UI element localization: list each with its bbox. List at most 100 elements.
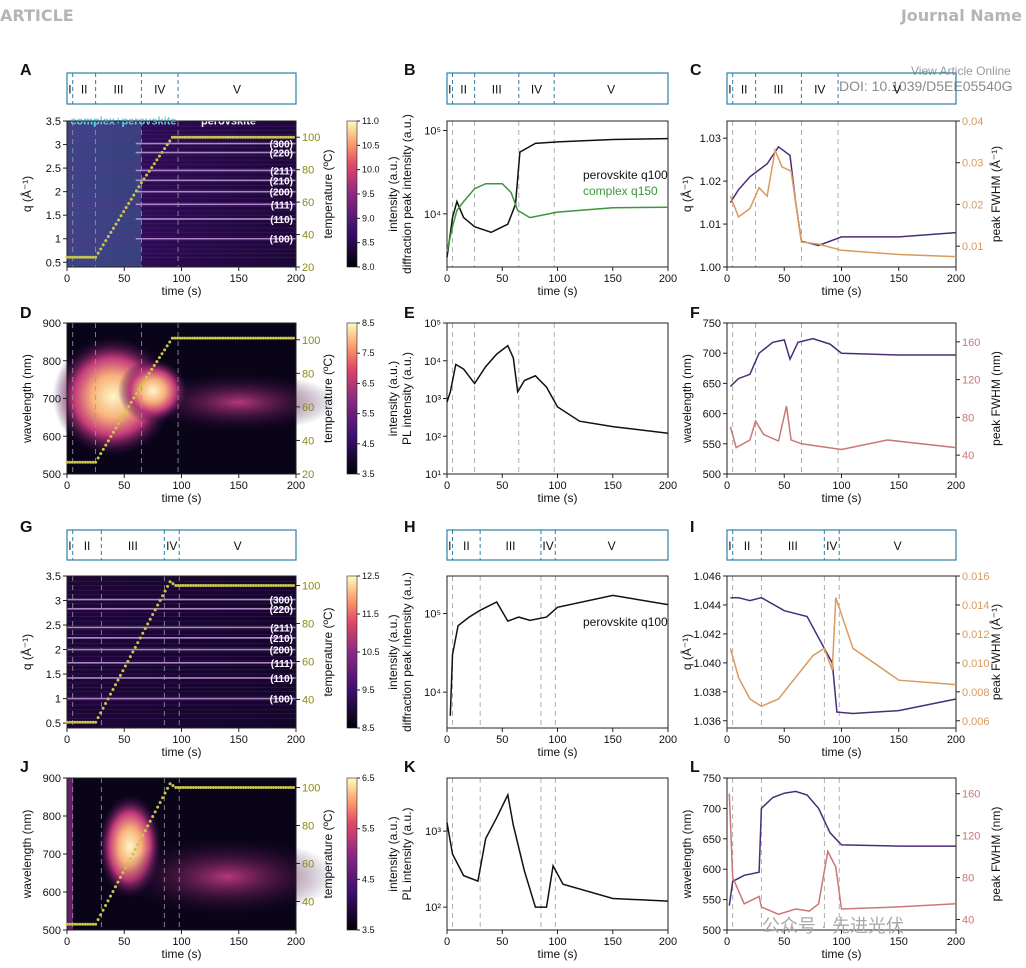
temperature-point bbox=[226, 336, 230, 340]
peak-label: (200) bbox=[270, 188, 293, 199]
temperature-point bbox=[109, 894, 113, 898]
temperature-point bbox=[170, 336, 174, 340]
y-tick-label: 10⁵ bbox=[424, 318, 441, 330]
x-tick-label: 0 bbox=[724, 480, 730, 492]
temperature-point bbox=[94, 922, 98, 926]
temperature-point bbox=[136, 843, 140, 847]
x-tick-label: 150 bbox=[890, 273, 908, 285]
temperature-point bbox=[163, 589, 167, 593]
temperature-point bbox=[196, 584, 200, 587]
temperature-point bbox=[211, 584, 215, 587]
temperature-point bbox=[189, 786, 193, 789]
temperature-point bbox=[236, 135, 240, 139]
x-tick-label: 50 bbox=[496, 273, 508, 285]
temperature-point bbox=[146, 824, 150, 828]
panel-G: GI II III IV V(300)(220)(211)(210)(200)(111)… bbox=[19, 519, 400, 759]
temperature-point bbox=[234, 584, 238, 587]
panel-label: K bbox=[404, 759, 416, 776]
temperature-point bbox=[73, 460, 77, 464]
series-line-0 bbox=[729, 145, 957, 247]
temperature-point bbox=[291, 336, 295, 340]
temperature-point bbox=[124, 409, 128, 413]
x-tick-label: 100 bbox=[832, 936, 850, 948]
temperature-point bbox=[88, 720, 92, 724]
peak-label: (211) bbox=[270, 166, 293, 177]
x-axis-label: time (s) bbox=[162, 491, 202, 505]
temperature-point bbox=[241, 135, 245, 139]
temperature-point bbox=[134, 392, 138, 396]
series-line-1 bbox=[446, 182, 669, 252]
y2-tick-label: 40 bbox=[302, 897, 314, 909]
temperature-point bbox=[213, 336, 217, 340]
y-tick-label: 10² bbox=[425, 431, 441, 443]
y2-tick-label: 120 bbox=[962, 831, 980, 843]
temperature-point bbox=[139, 383, 143, 387]
temperature-point bbox=[106, 439, 110, 443]
series-line-0 bbox=[728, 790, 956, 906]
temperature-point bbox=[70, 460, 74, 464]
y-tick-label: 10⁴ bbox=[424, 687, 441, 699]
y2-tick-label: 40 bbox=[302, 435, 314, 447]
temperature-point bbox=[239, 584, 243, 587]
y-tick-label: 1.042 bbox=[693, 629, 721, 641]
temperature-point bbox=[289, 336, 293, 340]
temperature-point bbox=[184, 584, 188, 587]
temperature-point bbox=[224, 786, 228, 789]
temperature-point bbox=[276, 584, 280, 587]
doi-link[interactable]: DOI: 10.1039/D5EE05540G bbox=[839, 78, 1013, 94]
temperature-point bbox=[126, 659, 130, 663]
temperature-point bbox=[175, 135, 179, 139]
phase-label: IV bbox=[542, 539, 553, 553]
temperature-point bbox=[88, 255, 92, 259]
temperature-point bbox=[129, 400, 133, 404]
legend-entry: perovskite q100 bbox=[583, 615, 668, 629]
temperature-point bbox=[218, 336, 222, 340]
x-tick-label: 200 bbox=[659, 480, 677, 492]
temperature-point bbox=[88, 460, 92, 464]
phase-bar-frame-B bbox=[446, 72, 669, 105]
temperature-point bbox=[111, 430, 115, 434]
series-line-1 bbox=[729, 405, 957, 451]
view-article-online-link[interactable]: View Article Online bbox=[911, 64, 1011, 78]
temperature-point bbox=[256, 786, 260, 789]
y2-axis-label: temperature (ºC) bbox=[321, 354, 335, 443]
temperature-point bbox=[128, 857, 132, 861]
colorbar-tick-label: 6.5 bbox=[362, 378, 375, 388]
y2-axis-label: peak FWHM (nm) bbox=[989, 807, 1003, 902]
temperature-point bbox=[129, 197, 133, 201]
temperature-point bbox=[91, 460, 95, 464]
colorbar-tick-label: 5.5 bbox=[362, 824, 375, 834]
peak-label: (100) bbox=[270, 235, 293, 246]
temperature-point bbox=[78, 720, 82, 724]
pl-emission-band bbox=[117, 836, 338, 917]
temperature-point bbox=[231, 584, 235, 587]
phase-label: IV bbox=[531, 83, 542, 97]
phase-label: V bbox=[608, 539, 616, 553]
temperature-point bbox=[274, 135, 278, 139]
x-tick-label: 200 bbox=[947, 936, 965, 948]
temperature-point bbox=[221, 336, 225, 340]
colorbar-tick-label: 4.5 bbox=[362, 439, 375, 449]
temperature-point bbox=[118, 875, 122, 879]
y2-tick-label: 20 bbox=[302, 469, 314, 481]
temperature-point bbox=[213, 135, 217, 139]
plot-frame-C bbox=[726, 120, 957, 268]
temperature-point bbox=[75, 255, 79, 259]
peak-label: (200) bbox=[270, 646, 293, 657]
y2-tick-label: 40 bbox=[962, 450, 974, 462]
y-tick-label: 1.038 bbox=[693, 687, 721, 699]
temperature-point bbox=[186, 786, 190, 789]
pl-emission-blob bbox=[117, 358, 188, 423]
temperature-point bbox=[86, 255, 90, 259]
temperature-point bbox=[274, 584, 278, 587]
y2-tick-label: 60 bbox=[302, 197, 314, 209]
temperature-point bbox=[158, 598, 162, 602]
peak-label: (300) bbox=[270, 596, 293, 607]
temperature-point bbox=[281, 584, 285, 587]
temperature-point bbox=[168, 782, 172, 786]
x-tick-label: 0 bbox=[64, 273, 70, 285]
temperature-point bbox=[155, 158, 159, 162]
temperature-point bbox=[137, 387, 141, 391]
x-axis-label: time (s) bbox=[538, 491, 578, 505]
